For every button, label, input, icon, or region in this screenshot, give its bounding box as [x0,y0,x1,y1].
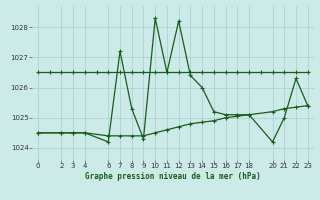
X-axis label: Graphe pression niveau de la mer (hPa): Graphe pression niveau de la mer (hPa) [85,172,261,181]
